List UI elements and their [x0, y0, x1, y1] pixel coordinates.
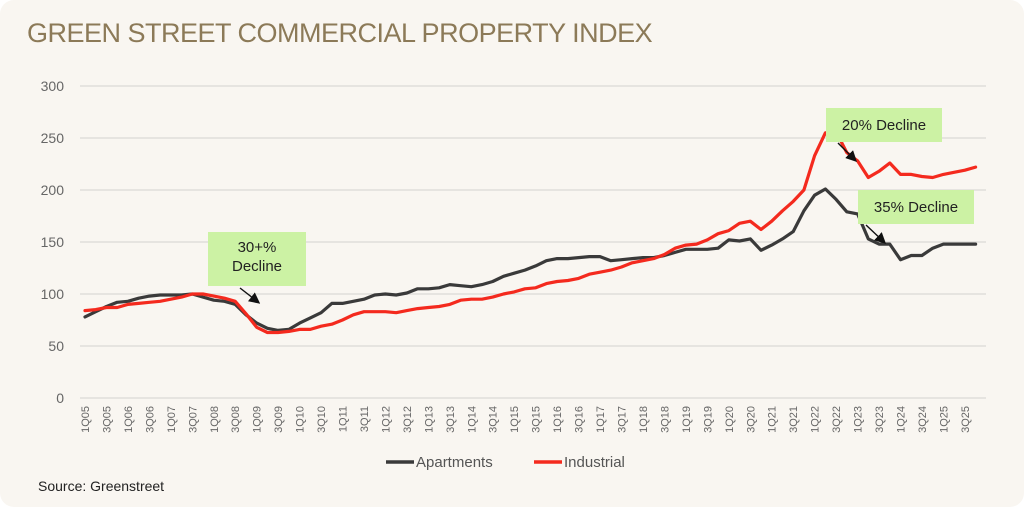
x-tick-label: 1Q11: [338, 406, 350, 432]
legend: Apartments Industrial: [386, 454, 625, 471]
x-tick-label: 3Q08: [230, 406, 242, 433]
x-tick-label: 3Q05: [101, 406, 113, 433]
x-tick-label: 3Q06: [144, 406, 156, 433]
x-tick-label: 3Q09: [273, 406, 285, 433]
x-tick-label: 1Q09: [252, 406, 264, 433]
y-tick-label: 150: [41, 234, 65, 250]
x-tick-label: 3Q20: [745, 406, 757, 433]
y-tick-label: 100: [41, 286, 65, 302]
y-axis-ticks: 0 50 100 150 200 250 300: [41, 78, 65, 406]
annotation-callout: 20% Decline: [826, 108, 942, 162]
x-tick-label: 1Q10: [295, 406, 307, 433]
annotation-box: [208, 232, 306, 286]
x-tick-label: 1Q05: [80, 406, 92, 433]
annotation-callout: 35% Decline: [858, 190, 974, 244]
x-tick-label: 1Q15: [509, 406, 521, 433]
annotation-box: [826, 108, 942, 142]
x-tick-label: 3Q13: [445, 406, 457, 433]
x-tick-label: 3Q17: [617, 406, 629, 433]
x-tick-label: 3Q14: [488, 406, 500, 433]
annotation-arrow: [239, 287, 261, 304]
x-tick-label: 1Q25: [938, 406, 950, 433]
annotation-text: 30+%: [238, 239, 277, 256]
x-tick-label: 3Q23: [874, 406, 886, 433]
x-tick-label: 3Q21: [788, 406, 800, 433]
x-tick-label: 3Q10: [316, 406, 328, 433]
x-tick-label: 1Q17: [595, 406, 607, 433]
annotation-arrow: [865, 224, 887, 244]
annotation-text: 20% Decline: [842, 117, 926, 134]
x-tick-label: 1Q16: [552, 406, 564, 433]
x-tick-label: 1Q24: [895, 406, 907, 433]
source-note: Source: Greenstreet: [38, 478, 165, 494]
chart-title: GREEN STREET COMMERCIAL PROPERTY INDEX: [27, 18, 653, 48]
annotation-arrow: [837, 142, 857, 162]
x-tick-label: 3Q12: [402, 406, 414, 433]
annotation-text: 35% Decline: [874, 199, 958, 216]
annotations: 30+% Decline 20% Decline 35% Decline: [208, 108, 974, 304]
x-tick-label: 3Q24: [917, 406, 929, 433]
annotation-box: [858, 190, 974, 224]
series-line-apartments: [83, 187, 978, 332]
x-tick-label: 3Q18: [659, 406, 671, 433]
x-tick-label: 3Q11: [359, 406, 371, 432]
legend-item-apartments: Apartments: [386, 454, 493, 471]
x-axis-ticks: 1Q05 3Q05 1Q06 3Q06 1Q07 3Q07 1Q08 3Q08 1Q09 3Q09…: [80, 406, 972, 433]
legend-label: Industrial: [564, 454, 625, 471]
y-tick-label: 0: [56, 390, 64, 406]
x-tick-label: 3Q25: [960, 406, 972, 433]
x-tick-label: 1Q18: [638, 406, 650, 433]
x-tick-label: 1Q13: [423, 406, 435, 433]
y-tick-label: 300: [41, 78, 65, 94]
y-tick-label: 200: [41, 182, 65, 198]
x-tick-label: 3Q19: [702, 406, 714, 433]
x-tick-label: 1Q12: [380, 406, 392, 433]
y-tick-label: 250: [41, 130, 65, 146]
x-tick-label: 3Q07: [187, 406, 199, 433]
legend-item-industrial: Industrial: [534, 454, 625, 471]
x-tick-label: 1Q19: [681, 406, 693, 433]
x-tick-label: 1Q22: [810, 406, 822, 433]
x-tick-label: 3Q15: [531, 406, 543, 433]
x-tick-label: 1Q07: [166, 406, 178, 433]
x-tick-label: 1Q23: [853, 406, 865, 433]
x-tick-label: 1Q14: [466, 406, 478, 433]
x-tick-label: 1Q21: [767, 406, 779, 433]
x-tick-label: 1Q20: [724, 406, 736, 433]
y-tick-label: 50: [48, 338, 64, 354]
x-tick-label: 3Q22: [831, 406, 843, 433]
x-tick-label: 3Q16: [574, 406, 586, 433]
x-tick-label: 1Q08: [209, 406, 221, 433]
annotation-text: Decline: [232, 258, 282, 275]
annotation-callout: 30+% Decline: [208, 232, 306, 304]
legend-label: Apartments: [416, 454, 493, 471]
x-tick-label: 1Q06: [123, 406, 135, 433]
